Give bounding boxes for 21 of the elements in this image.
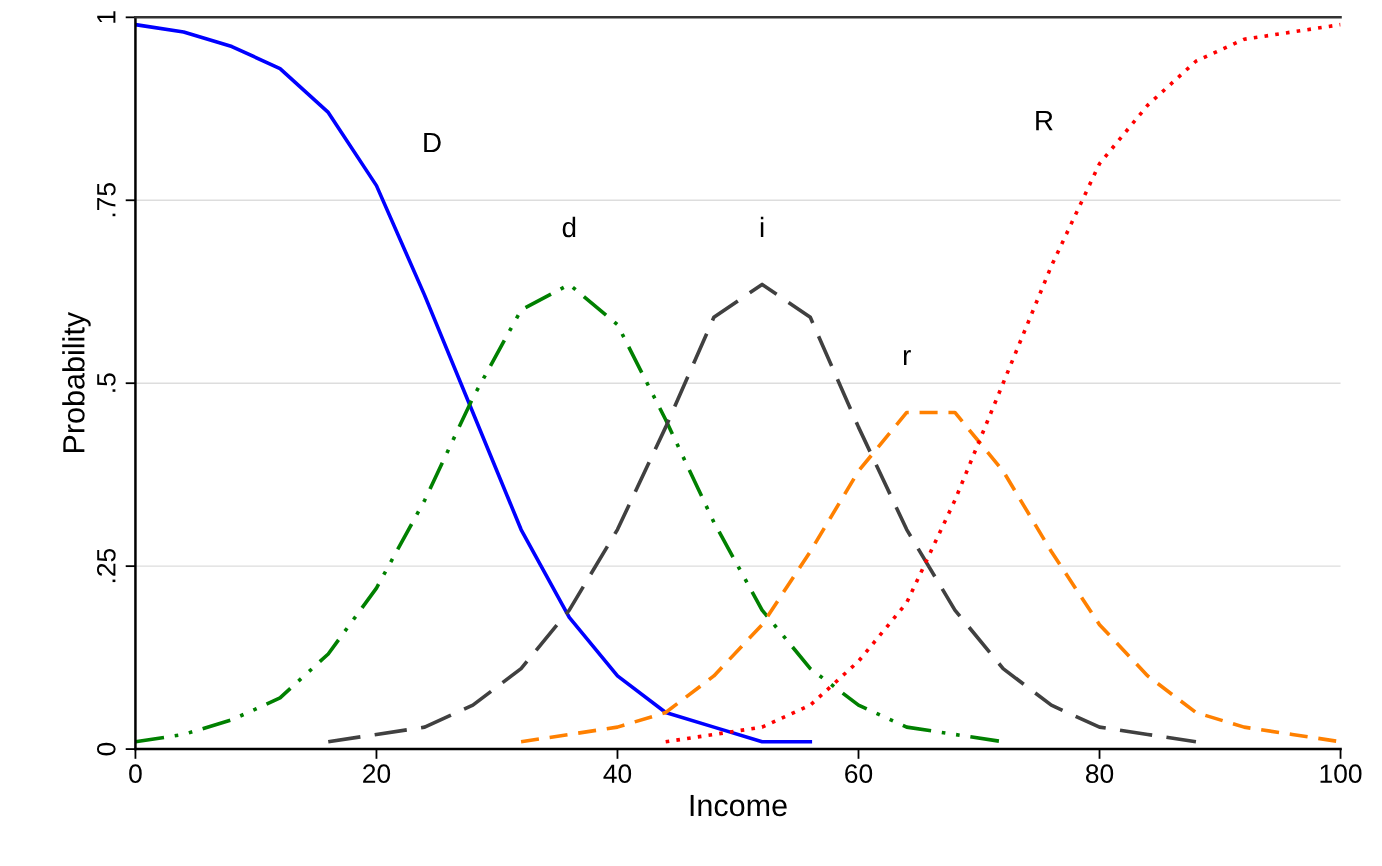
series-label: i	[760, 216, 764, 237]
x-tick-label: 80	[1085, 764, 1114, 784]
x-tick-label: 40	[603, 764, 632, 784]
y-axis-title: Probability	[62, 311, 91, 453]
x-axis-title: Income	[690, 794, 787, 817]
y-tick-label: .75	[97, 183, 116, 217]
x-tick-label: 60	[845, 764, 873, 784]
text: R	[1036, 111, 1053, 131]
y-tick-label: .5	[97, 373, 116, 392]
x-tick-label: 20	[363, 764, 391, 784]
y-tick-label: .25	[96, 548, 116, 583]
x-tick-label: 0	[129, 764, 142, 784]
series-label: r	[903, 350, 911, 366]
series-label: d	[562, 216, 576, 238]
line-series	[663, 22, 1341, 744]
y-tick-label: 0	[96, 742, 116, 756]
text: D	[424, 132, 441, 153]
x-tick-label: 100	[1320, 764, 1362, 784]
line-series	[135, 22, 813, 744]
y-tick-label: 1	[97, 11, 116, 23]
line-series	[326, 282, 1198, 744]
